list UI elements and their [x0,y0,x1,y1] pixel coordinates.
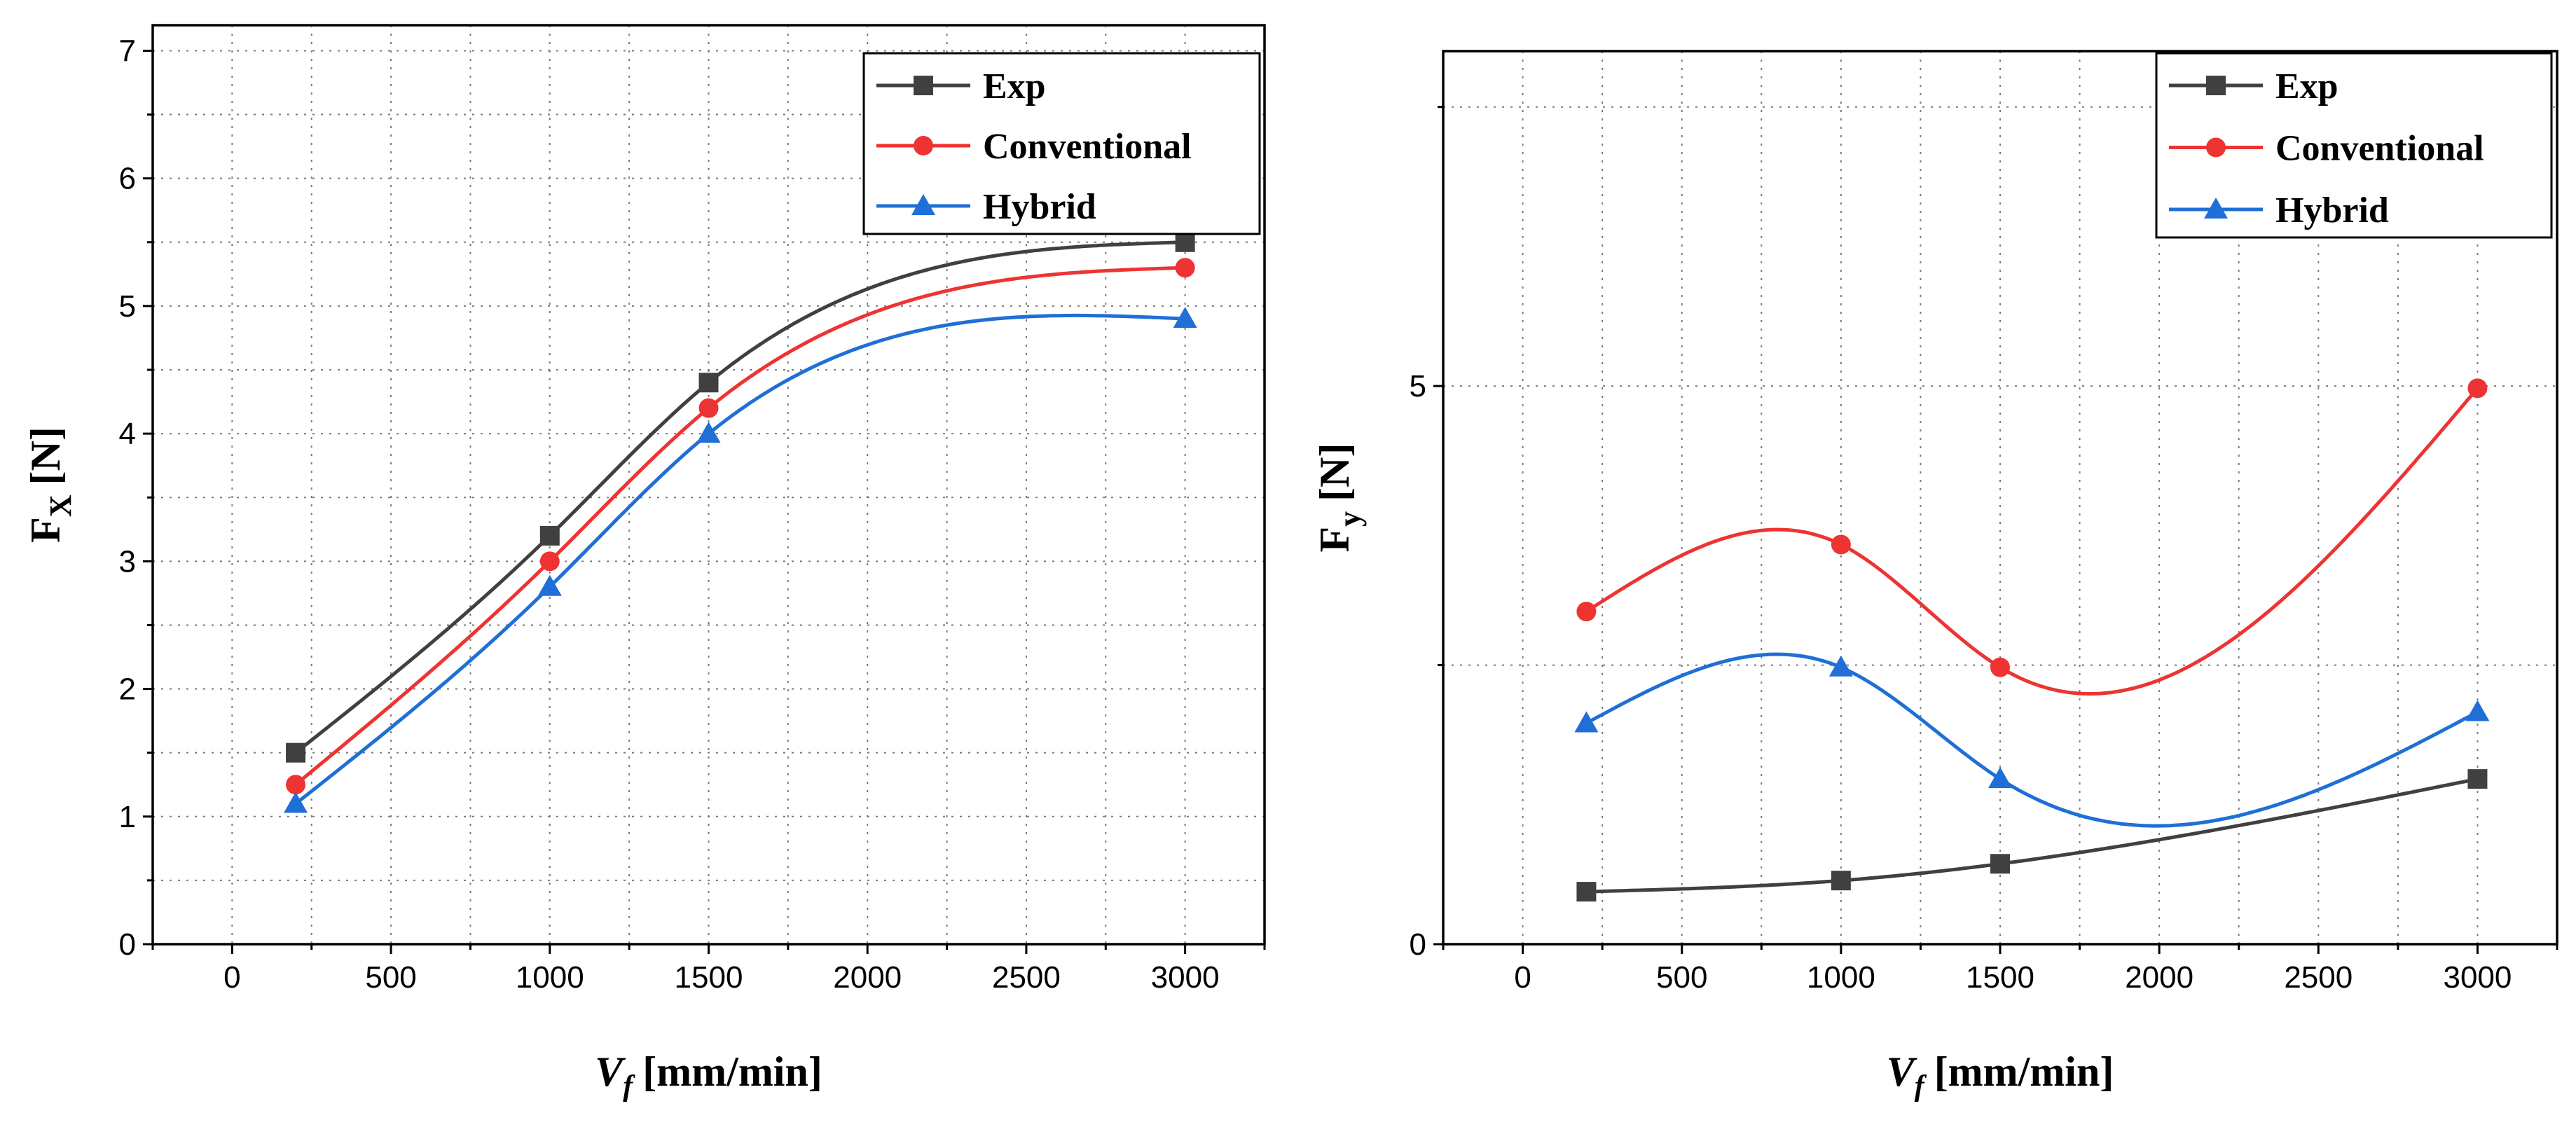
x-tick-label: 3000 [2443,960,2512,995]
x-axis: 0 500 1000 1500 2000 2500 3000 [151,944,1266,995]
legend-label: Exp [983,67,1046,106]
legend: Exp Conventional Hybrid [862,52,1261,235]
data-point [286,775,306,795]
data-point [1828,655,1853,677]
data-point [1831,871,1851,891]
data-point [1574,711,1599,733]
x-tick-label: 2500 [2284,960,2353,995]
data-point [696,422,721,443]
x-axis-title: Vf [mm/min] [595,1049,822,1102]
data-point [698,398,719,418]
legend-label: Conventional [2275,129,2484,169]
y-tick-label: 7 [119,34,136,68]
y-tick-label: 0 [119,927,136,962]
legend-label: Hybrid [2275,191,2389,230]
y-tick-label: 6 [119,162,136,196]
data-point [1175,232,1195,252]
series-line [1586,777,2478,894]
data-point [2465,700,2490,721]
fx-chart: 0 500 1000 1500 2000 2500 3000 0 1 2 3 4 5 6 7 Exp Conve… [22,24,1266,1102]
data-point [284,791,308,813]
legend-marker [914,136,933,155]
y-axis-title: Fy[N] [1311,443,1367,553]
legend-label: Conventional [983,127,1192,167]
x-tick-label: 500 [365,960,416,995]
data-point [698,373,719,393]
series-exp [286,232,1195,763]
series-exp [1576,769,2488,902]
series-hybrid [284,307,1197,813]
legend-marker [2204,198,2228,219]
data-point [537,574,562,596]
series-line [294,265,1185,787]
x-tick-label: 2000 [833,960,902,995]
data-point [1576,882,1597,902]
y-tick-label: 4 [119,417,136,451]
x-tick-label: 1000 [516,960,584,995]
fy-chart: 0 500 1000 1500 2000 2500 300005ExpConventiona… [1311,50,2558,1102]
data-point [2467,378,2488,399]
x-tick-label: 3000 [1151,960,1220,995]
series-conventional [1576,378,2488,696]
series-line [294,240,1185,754]
y-tick-label: 0 [1410,927,1426,962]
data-point [1988,767,2012,789]
series-hybrid [1574,652,2490,828]
gridlines [1443,51,2557,944]
legend-label: Exp [2275,67,2339,106]
data-point [1831,534,1851,555]
legend-label: Hybrid [983,187,1096,227]
y-axis-title: FX[N] [22,427,78,543]
x-tick-label: 1500 [1966,960,2034,995]
legend-marker [2206,137,2226,158]
x-tick-label: 1500 [675,960,743,995]
x-tick-label: 2000 [2125,960,2193,995]
data-point [2467,769,2488,789]
data-point [1990,657,2010,677]
data-point [539,551,560,572]
data-point [286,742,306,763]
data-point [1576,602,1597,622]
legend: Exp Conventional Hybrid [2155,52,2553,239]
y-axis: 05 [1410,106,1443,962]
x-tick-label: 0 [1514,960,1531,995]
data-point [539,525,560,546]
legend-marker [914,76,933,95]
x-tick-label: 500 [1656,960,1707,995]
y-tick-label: 3 [119,544,136,579]
y-tick-label: 5 [1410,369,1426,403]
series-line [1585,387,2479,696]
x-tick-label: 2500 [992,960,1061,995]
x-tick-label: 0 [223,960,240,995]
y-tick-label: 1 [119,800,136,834]
data-point [1175,258,1195,278]
data-point [1990,854,2010,874]
legend-marker [2206,76,2226,95]
y-axis: 0 1 2 3 4 5 6 7 [119,34,153,962]
legend-marker [911,194,935,215]
data-point [1173,307,1197,329]
series-line [294,313,1185,805]
x-tick-label: 1000 [1807,960,1875,995]
y-tick-label: 5 [119,289,136,324]
series-line [1585,652,2479,828]
x-axis: 0 500 1000 1500 2000 2500 3000 [1442,944,2558,995]
y-tick-label: 2 [119,672,136,707]
x-axis-title: Vf [mm/min] [1887,1049,2114,1102]
series-conventional [286,258,1195,795]
